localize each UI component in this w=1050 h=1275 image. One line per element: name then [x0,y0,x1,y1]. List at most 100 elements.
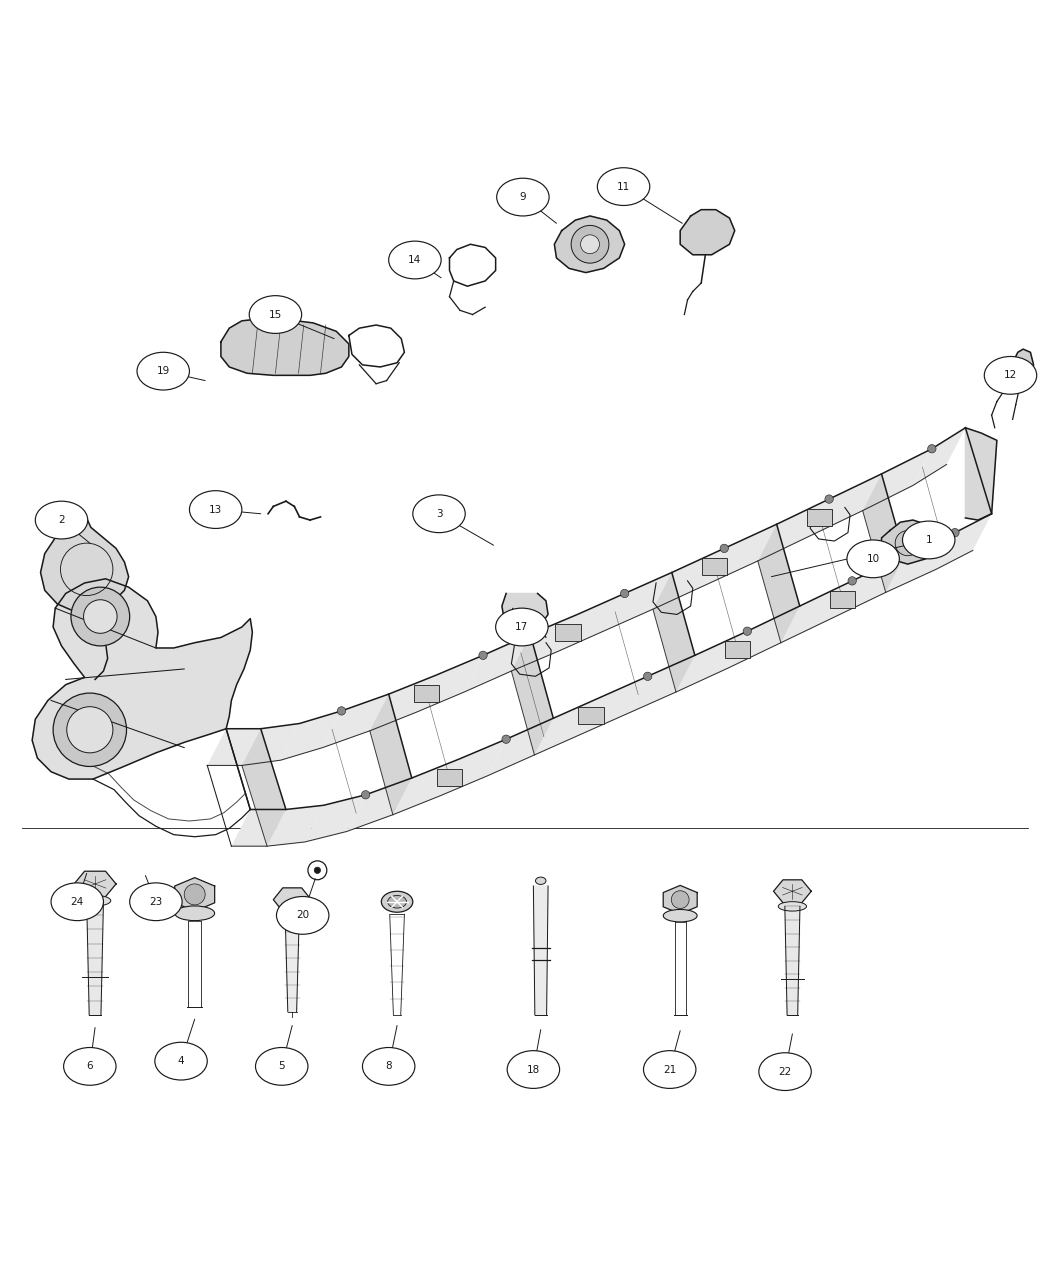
Ellipse shape [136,352,189,390]
Ellipse shape [189,491,242,528]
Ellipse shape [497,179,549,215]
Text: 22: 22 [778,1067,792,1076]
Circle shape [84,599,118,634]
Polygon shape [346,778,412,831]
Circle shape [927,445,936,453]
Polygon shape [41,514,128,611]
Polygon shape [863,449,931,510]
Bar [555,625,581,641]
Circle shape [184,884,205,905]
Ellipse shape [644,1051,696,1089]
Polygon shape [33,579,252,779]
Text: 20: 20 [296,910,310,921]
Ellipse shape [903,521,954,558]
Circle shape [54,694,127,766]
Ellipse shape [847,541,900,578]
Bar [831,590,856,608]
Polygon shape [273,887,311,912]
Circle shape [571,226,609,263]
Polygon shape [370,676,436,731]
Ellipse shape [129,882,182,921]
Circle shape [950,528,959,537]
Polygon shape [676,631,748,692]
Ellipse shape [64,1048,117,1085]
Text: 24: 24 [70,896,84,907]
Bar [414,685,439,703]
Polygon shape [781,581,853,643]
Ellipse shape [507,1051,560,1089]
Circle shape [743,627,752,635]
Polygon shape [220,317,349,375]
Ellipse shape [249,296,301,333]
Bar [702,558,728,575]
Polygon shape [87,900,104,1015]
Ellipse shape [759,1053,812,1090]
Bar [437,769,462,785]
Polygon shape [774,880,812,903]
Polygon shape [487,718,553,776]
Polygon shape [231,810,286,847]
Circle shape [479,652,487,659]
Circle shape [825,495,834,504]
Polygon shape [706,524,777,585]
Polygon shape [511,615,578,671]
Ellipse shape [664,909,697,922]
Text: 17: 17 [516,622,528,632]
Polygon shape [75,871,117,896]
Polygon shape [653,572,695,692]
Polygon shape [267,806,323,847]
Polygon shape [370,694,412,815]
Circle shape [67,706,113,752]
Circle shape [361,790,370,799]
Text: 3: 3 [436,509,442,519]
Circle shape [621,589,629,598]
Polygon shape [784,907,800,1015]
Circle shape [848,576,857,585]
Circle shape [644,672,652,681]
Polygon shape [440,740,506,796]
Circle shape [720,544,729,552]
Polygon shape [534,697,601,755]
Text: 4: 4 [177,1056,185,1066]
Text: 9: 9 [520,193,526,201]
Polygon shape [511,635,553,755]
Ellipse shape [80,895,111,907]
Circle shape [71,588,129,646]
Polygon shape [417,655,483,711]
Polygon shape [863,474,905,593]
Polygon shape [886,533,954,593]
Polygon shape [914,428,965,486]
Polygon shape [629,655,695,713]
Polygon shape [554,215,625,273]
Polygon shape [502,593,548,629]
Ellipse shape [536,877,546,885]
Polygon shape [174,877,214,912]
Polygon shape [559,593,625,652]
Ellipse shape [255,1048,308,1085]
Polygon shape [729,606,800,668]
Ellipse shape [388,241,441,279]
Bar [579,708,604,724]
Circle shape [314,867,320,873]
Ellipse shape [597,168,650,205]
Text: 8: 8 [385,1061,392,1071]
Ellipse shape [496,608,548,646]
Text: 13: 13 [209,505,223,515]
Polygon shape [207,729,260,765]
Polygon shape [811,474,882,536]
Polygon shape [242,723,299,765]
Ellipse shape [276,896,329,935]
Polygon shape [242,729,286,847]
Polygon shape [680,209,735,255]
Polygon shape [882,520,933,564]
Polygon shape [834,556,905,617]
Text: 23: 23 [149,896,163,907]
Text: 21: 21 [664,1065,676,1075]
Polygon shape [582,676,648,734]
Text: 15: 15 [269,310,282,320]
Polygon shape [999,349,1033,386]
Ellipse shape [413,495,465,533]
Text: 18: 18 [527,1065,540,1075]
Text: 6: 6 [86,1061,93,1071]
Text: 19: 19 [156,366,170,376]
